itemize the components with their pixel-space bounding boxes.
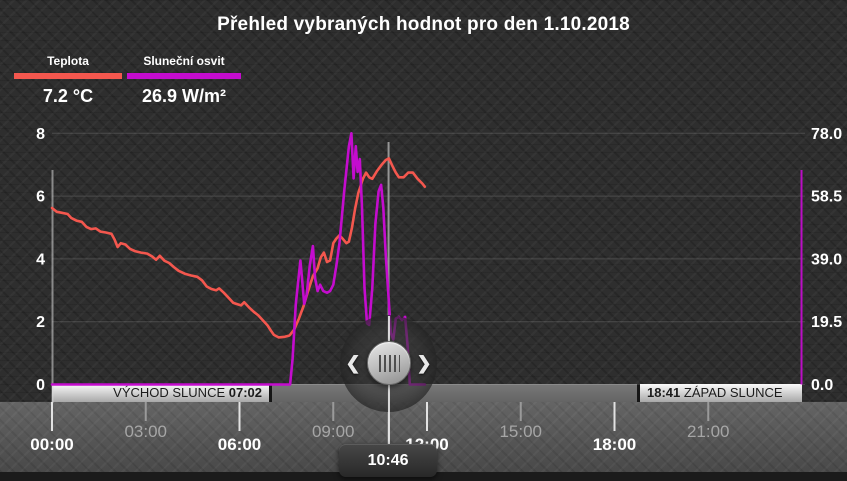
y-left-tick-label: 8 — [36, 126, 45, 143]
slider-knob[interactable] — [366, 341, 411, 385]
sunset-label: ZÁPAD SLUNCE — [683, 385, 783, 400]
y-right-tick-label: 19.5 — [811, 314, 842, 331]
temperature-color-bar — [14, 73, 122, 79]
solar-legend-label: Sluneční osvit — [143, 54, 225, 68]
y-left-tick-label: 4 — [36, 251, 45, 268]
x-axis-band — [0, 402, 847, 472]
legend-item-solar: Sluneční osvit 26.9 W/m² — [127, 54, 241, 107]
temperature-line — [50, 157, 427, 339]
y-right-tick-label: 58.5 — [811, 189, 842, 206]
page-title: Přehled vybraných hodnot pro den 1.10.20… — [217, 14, 630, 35]
slider-prev-arrow[interactable]: ❮ — [345, 353, 361, 373]
sunrise-time: 07:02 — [228, 385, 262, 400]
y-right-tick-label: 0.0 — [811, 377, 833, 394]
legend-item-temperature: Teplota 7.2 °C — [14, 54, 122, 107]
y-right-tick-label: 78.0 — [811, 126, 842, 143]
y-left-tick-label: 2 — [36, 314, 45, 331]
sunset-bar: 18:41 ZÁPAD SLUNCE — [637, 384, 802, 402]
daylight-band — [272, 384, 637, 402]
slider-next-arrow[interactable]: ❯ — [416, 353, 432, 373]
solar-color-bar — [127, 73, 241, 79]
temperature-current-value: 7.2 °C — [42, 86, 94, 106]
y-left-tick-label: 0 — [36, 377, 45, 394]
sunrise-label: VÝCHOD SLUNCE — [113, 385, 226, 400]
tooltip-time: 10:46 — [367, 452, 409, 469]
time-tooltip: 10:46 — [339, 444, 438, 477]
temperature-legend-label: Teplota — [47, 54, 89, 68]
y-left-tick-label: 6 — [36, 189, 45, 206]
sunset-time: 18:41 — [647, 385, 681, 400]
grip-lines-icon — [378, 355, 400, 372]
y-right-tick-label: 39.0 — [811, 251, 842, 268]
solar-current-value: 26.9 W/m² — [141, 86, 227, 106]
sunrise-bar: VÝCHOD SLUNCE 07:02 — [52, 384, 272, 402]
